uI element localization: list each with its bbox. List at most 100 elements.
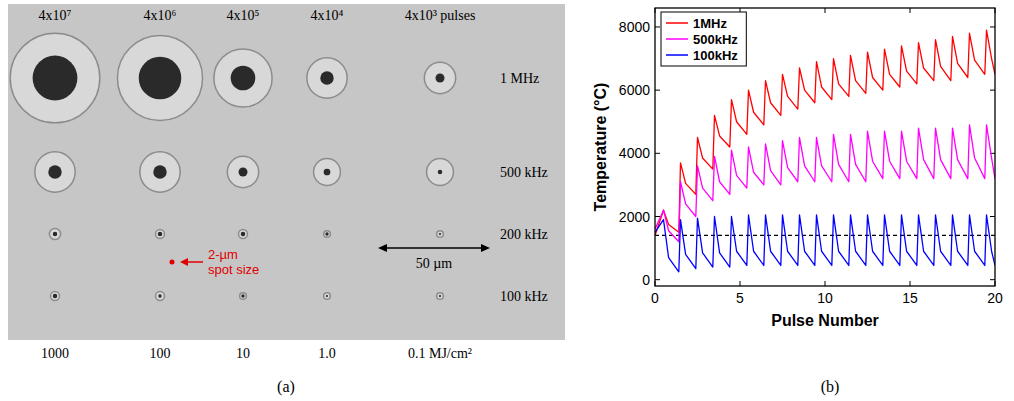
ablation-ring bbox=[51, 292, 60, 301]
ablation-ring bbox=[214, 49, 272, 107]
ablation-ring bbox=[156, 230, 165, 239]
annotation-arrow-head bbox=[180, 258, 188, 266]
annotation: 2-µmspot size bbox=[208, 247, 259, 277]
ablation-ring bbox=[324, 231, 331, 238]
fluence-label: 100 bbox=[150, 346, 171, 361]
ablation-ring bbox=[140, 152, 180, 192]
figure: 4x10⁷4x10⁶4x10⁵4x10⁴4x10³ pulses1 MHz500… bbox=[0, 0, 1014, 401]
legend-label: 500kHz bbox=[693, 32, 738, 47]
crater bbox=[53, 232, 57, 236]
rep-rate-label: 500 kHz bbox=[500, 165, 548, 180]
x-tick-label: 5 bbox=[736, 290, 744, 306]
y-tick-label: 4000 bbox=[619, 145, 650, 161]
y-tick-label: 0 bbox=[642, 272, 650, 288]
annotation-arrow bbox=[186, 261, 203, 263]
temperature-line bbox=[655, 215, 995, 272]
y-tick bbox=[655, 153, 660, 154]
pulse-count-label: 4x10³ pulses bbox=[405, 8, 476, 23]
y-tick bbox=[990, 279, 995, 280]
crater bbox=[139, 57, 182, 100]
x-tick-label: 15 bbox=[902, 290, 918, 306]
legend-swatch bbox=[666, 22, 688, 24]
panel-label: (b) bbox=[821, 378, 840, 396]
crater bbox=[439, 295, 441, 297]
ablation-ring bbox=[437, 293, 444, 300]
ablation-ring bbox=[307, 58, 347, 98]
pulse-count-label: 4x10⁵ bbox=[227, 8, 260, 23]
crater bbox=[231, 66, 256, 91]
x-tick bbox=[910, 8, 911, 13]
legend-swatch bbox=[666, 38, 688, 40]
fluence-label: 1000 bbox=[41, 346, 69, 361]
scale-bar-head bbox=[378, 244, 387, 252]
ablation-ring bbox=[227, 156, 258, 187]
crater bbox=[325, 232, 328, 235]
temperature-line bbox=[655, 30, 995, 235]
scale-bar-head bbox=[481, 244, 490, 252]
annotation-line: 2-µm bbox=[208, 247, 238, 262]
ablation-ring bbox=[239, 230, 248, 239]
y-tick bbox=[990, 216, 995, 217]
crater bbox=[241, 294, 244, 297]
crater bbox=[158, 232, 162, 236]
crater bbox=[241, 232, 245, 236]
ablation-ring bbox=[240, 293, 247, 300]
spot-marker bbox=[170, 260, 175, 265]
ablation-ring bbox=[314, 159, 341, 186]
x-tick bbox=[825, 281, 826, 286]
ablation-ring bbox=[10, 33, 100, 123]
ablation-ring bbox=[49, 228, 60, 239]
ablation-ring bbox=[437, 231, 444, 238]
annotation-line: spot size bbox=[208, 262, 259, 277]
pulse-count-label: 4x10⁶ bbox=[144, 8, 177, 23]
ablation-ring bbox=[324, 293, 331, 300]
pulse-count-label: 4x10⁴ bbox=[311, 8, 344, 23]
panel-b: 0510152002000400060008000Pulse NumberTem… bbox=[592, 8, 1003, 396]
x-tick bbox=[910, 281, 911, 286]
legend: 1MHz500kHz100kHz bbox=[661, 12, 746, 66]
crater bbox=[320, 71, 333, 84]
ablation-ring bbox=[156, 292, 165, 301]
ablation-ring bbox=[427, 159, 454, 186]
crater bbox=[153, 165, 166, 178]
ablation-ring bbox=[424, 62, 455, 93]
y-tick-label: 8000 bbox=[619, 19, 650, 35]
y-axis-title: Temperature (°C) bbox=[592, 83, 609, 212]
reference-line bbox=[655, 235, 995, 236]
crater bbox=[48, 165, 61, 178]
crater bbox=[158, 294, 161, 297]
y-tick-label: 2000 bbox=[619, 209, 650, 225]
x-tick-label: 0 bbox=[651, 290, 659, 306]
legend-box bbox=[661, 12, 746, 66]
x-tick-label: 10 bbox=[817, 290, 833, 306]
legend-label: 1MHz bbox=[693, 16, 727, 31]
crater bbox=[53, 294, 57, 298]
crater bbox=[33, 56, 78, 101]
y-tick bbox=[990, 90, 995, 91]
crater bbox=[436, 74, 445, 83]
y-tick bbox=[655, 90, 660, 91]
crater bbox=[324, 169, 331, 176]
fluence-label: 1.0 bbox=[318, 346, 336, 361]
legend-label: 100kHz bbox=[693, 48, 738, 63]
x-tick bbox=[740, 281, 741, 286]
panel-a: 4x10⁷4x10⁶4x10⁵4x10⁴4x10³ pulses1 MHz500… bbox=[8, 4, 565, 396]
crater bbox=[439, 233, 441, 235]
rep-rate-label: 100 kHz bbox=[500, 289, 548, 304]
crater bbox=[239, 168, 248, 177]
ablation-ring bbox=[117, 35, 202, 120]
legend-swatch bbox=[666, 54, 688, 56]
panel-label: (a) bbox=[277, 378, 295, 396]
x-axis-title: Pulse Number bbox=[771, 312, 879, 329]
fluence-label: 10 bbox=[236, 346, 250, 361]
rep-rate-label: 1 MHz bbox=[500, 71, 539, 86]
y-tick bbox=[655, 26, 660, 27]
y-tick bbox=[655, 279, 660, 280]
scale-bar-label: 50 µm bbox=[416, 256, 453, 271]
y-tick-label: 6000 bbox=[619, 82, 650, 98]
crater bbox=[326, 295, 328, 297]
temperature-line bbox=[655, 125, 995, 242]
micrograph bbox=[8, 4, 565, 340]
y-tick bbox=[990, 26, 995, 27]
plot-frame bbox=[655, 8, 995, 286]
